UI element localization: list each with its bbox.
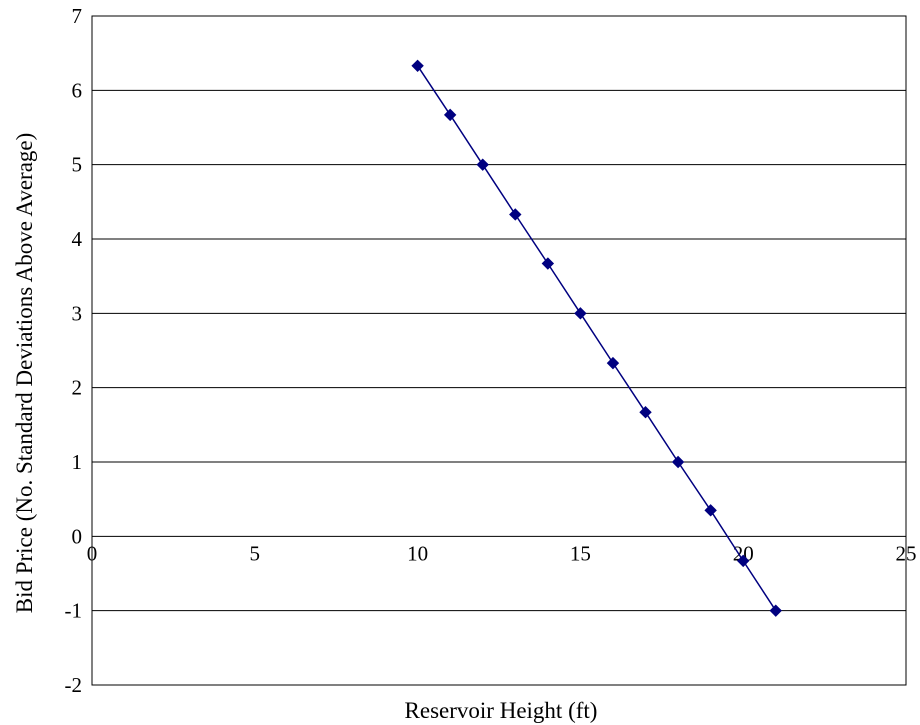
x-axis-title: Reservoir Height (ft) [405, 698, 598, 723]
x-tick-label: 15 [570, 541, 591, 565]
data-point [736, 554, 750, 568]
y-tick-label: 5 [72, 153, 83, 177]
x-tick-label: 20 [733, 541, 754, 565]
data-point [574, 307, 587, 320]
x-tick-label: 25 [896, 541, 917, 565]
plot-border [91, 15, 907, 686]
data-point [443, 108, 457, 122]
data-point [411, 59, 424, 73]
data-point [671, 455, 685, 469]
y-tick-label: -2 [65, 673, 83, 697]
y-tick-label: 4 [72, 227, 83, 251]
data-point [476, 158, 489, 171]
x-tick-label: 0 [87, 541, 98, 565]
data-point [639, 405, 652, 419]
y-tick-label: 7 [72, 4, 83, 28]
x-tick-label: 5 [250, 541, 261, 565]
data-point [541, 257, 555, 270]
x-tick-label: 10 [407, 541, 428, 565]
x-tick-labels: 0 5 10 15 20 25 [87, 541, 917, 565]
axes [91, 15, 907, 686]
data-point [769, 604, 782, 617]
data-point [606, 356, 620, 370]
y-tick-label: 1 [72, 450, 83, 474]
y-tick-label: -1 [65, 599, 83, 623]
series-line [416, 65, 777, 612]
plot-background [92, 16, 906, 685]
y-tick-label: 6 [72, 78, 83, 102]
y-tick-label: 3 [72, 301, 83, 325]
plot-area [92, 16, 906, 685]
y-tick-label: 0 [72, 524, 83, 548]
y-axis-title: Bid Price (No. Standard Deviations Above… [12, 133, 37, 614]
data-point [704, 504, 717, 517]
data-point [509, 208, 522, 221]
data-series [411, 59, 782, 617]
y-tick-label: 2 [72, 376, 83, 400]
y-tick-labels: -2 -1 0 1 2 3 4 5 6 7 [65, 4, 83, 697]
